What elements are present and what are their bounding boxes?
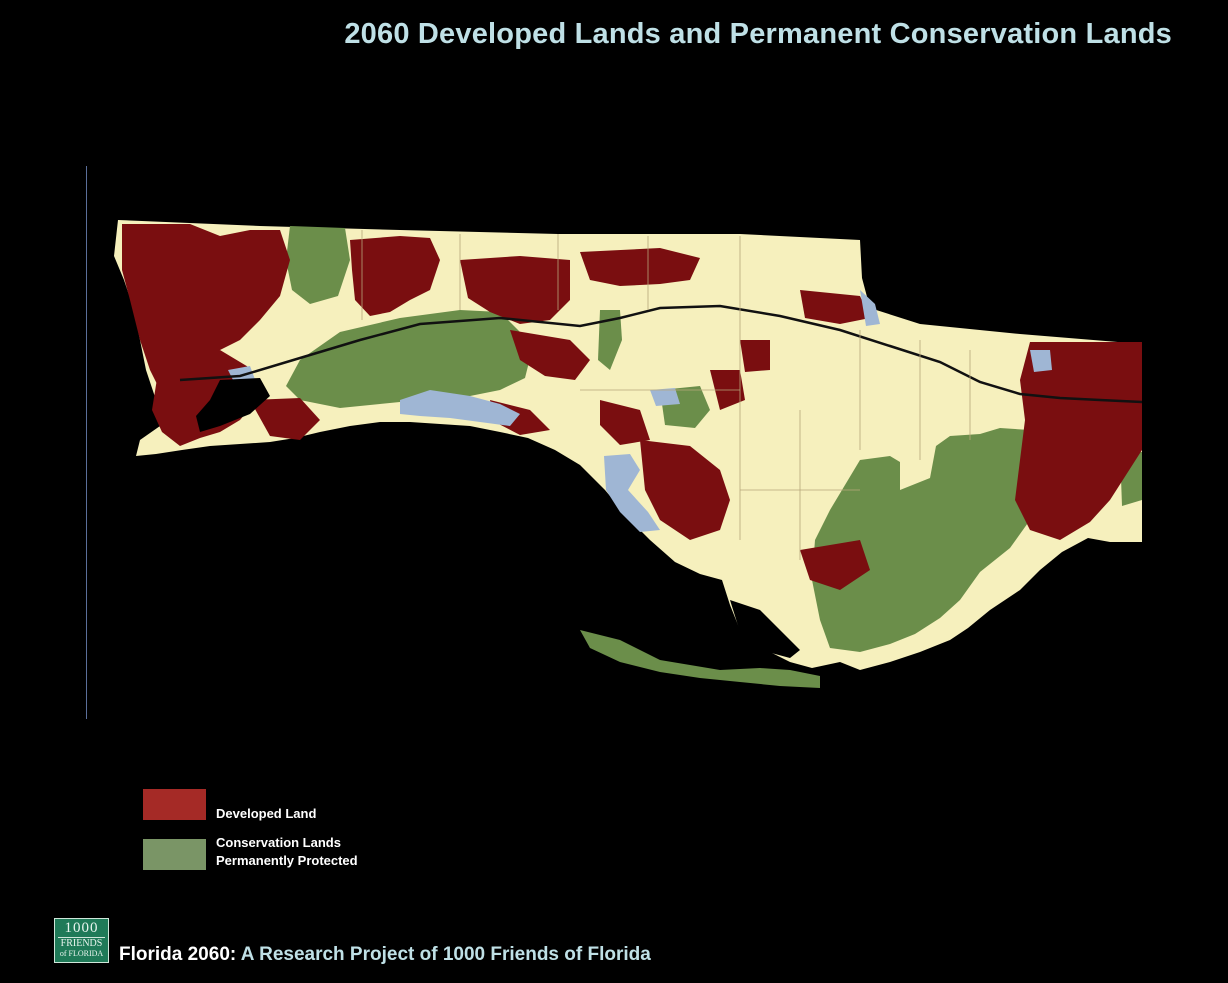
legend: Developed Land Conservation Lands Perman… — [143, 789, 543, 889]
interstate-road — [179, 304, 1143, 404]
legend-label-developed: Developed Land — [216, 806, 317, 821]
footer-suffix: A Research Project of 1000 Friends of Fl… — [240, 944, 651, 965]
friends-of-florida-logo: 1000 FRIENDS of FLORIDA — [54, 918, 109, 963]
footer-caption: Florida 2060: A Research Project of 1000… — [119, 944, 651, 966]
frame-divider — [86, 166, 87, 719]
map-title: 2060 Developed Lands and Permanent Conse… — [344, 18, 1172, 50]
logo-line2: FRIENDS — [58, 937, 105, 949]
developed-areas — [122, 224, 1142, 590]
bays — [196, 378, 966, 694]
panhandle-map — [114, 220, 1143, 694]
logo-line3: of FLORIDA — [59, 949, 104, 958]
logo-line1: 1000 — [64, 920, 99, 936]
legend-label-conservation-line2: Permanently Protected — [216, 853, 358, 868]
legend-label-conservation-line1: Conservation Lands — [216, 835, 341, 850]
legend-swatch-conservation — [143, 839, 206, 870]
legend-swatch-developed — [143, 789, 206, 820]
county-lines — [361, 230, 971, 560]
footer-prefix: Florida 2060: — [119, 944, 237, 965]
